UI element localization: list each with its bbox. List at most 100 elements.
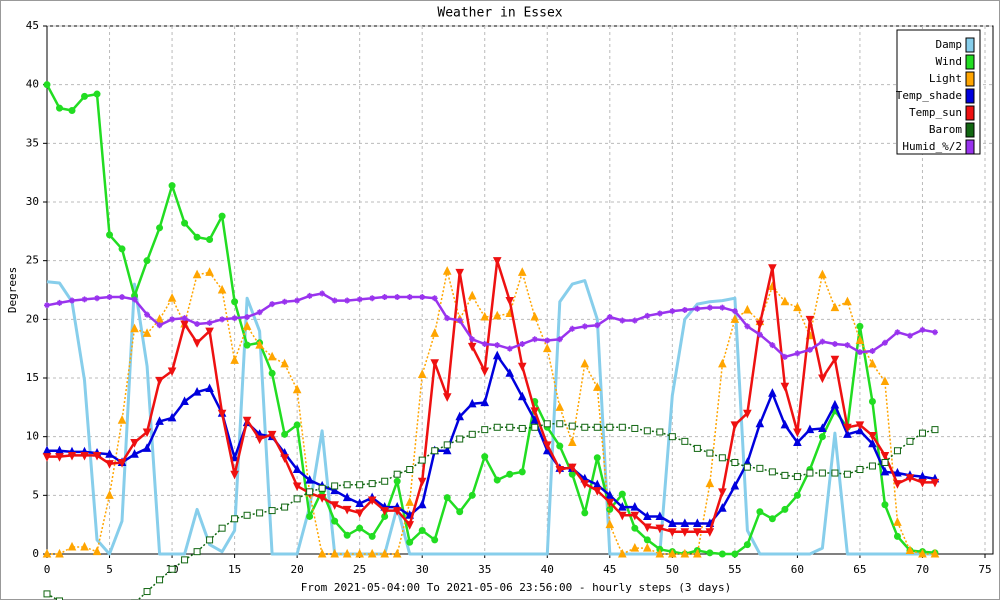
- point: [192, 386, 202, 396]
- point: [630, 543, 640, 552]
- point: [168, 182, 176, 190]
- point: [744, 323, 751, 330]
- point: [56, 299, 63, 306]
- point: [730, 480, 740, 490]
- point: [367, 548, 377, 558]
- point: [569, 325, 576, 332]
- point: [92, 546, 102, 556]
- point: [781, 353, 788, 360]
- point: [918, 478, 927, 488]
- point: [930, 548, 940, 558]
- point: [644, 312, 651, 319]
- point: [705, 478, 715, 488]
- point: [680, 528, 690, 537]
- point: [693, 444, 701, 452]
- point: [443, 494, 451, 502]
- point: [530, 407, 540, 416]
- point: [830, 399, 840, 409]
- point: [619, 317, 626, 324]
- point: [130, 439, 139, 448]
- point: [818, 433, 826, 441]
- point: [730, 314, 740, 323]
- point: [905, 474, 915, 483]
- x-tick-label: 20: [291, 563, 304, 576]
- point: [268, 369, 276, 377]
- x-tick-label: 45: [603, 563, 616, 576]
- point: [467, 342, 477, 352]
- point: [267, 430, 277, 440]
- point: [756, 464, 764, 472]
- point: [255, 340, 264, 349]
- point: [868, 397, 876, 405]
- point: [618, 423, 626, 431]
- point: [344, 297, 351, 304]
- point: [542, 343, 552, 353]
- x-tick-label: 65: [853, 563, 866, 576]
- point: [493, 476, 501, 484]
- point: [780, 419, 790, 429]
- point: [718, 454, 726, 462]
- point: [819, 338, 826, 345]
- point: [718, 550, 726, 558]
- point: [168, 565, 176, 573]
- point: [93, 90, 101, 98]
- point: [893, 532, 901, 540]
- plot-area: [46, 25, 994, 555]
- point: [330, 485, 339, 495]
- point: [280, 454, 289, 463]
- point: [444, 315, 451, 322]
- point: [180, 396, 189, 405]
- point: [719, 304, 726, 311]
- point: [630, 511, 640, 521]
- point: [181, 315, 188, 322]
- point: [631, 317, 638, 324]
- point: [55, 548, 64, 558]
- point: [506, 470, 514, 478]
- point: [793, 302, 802, 312]
- point: [694, 305, 701, 312]
- point: [881, 501, 889, 509]
- legend-swatch: [965, 139, 975, 155]
- point: [881, 458, 889, 466]
- point: [68, 106, 76, 114]
- point: [331, 517, 339, 525]
- point: [317, 548, 327, 558]
- point: [43, 590, 51, 598]
- point: [367, 496, 377, 506]
- point: [818, 423, 827, 432]
- y-tick-label: 10: [26, 430, 39, 443]
- x-tick-label: 35: [478, 563, 491, 576]
- point: [617, 548, 627, 558]
- point: [481, 340, 488, 347]
- point: [293, 421, 301, 429]
- point: [919, 326, 926, 333]
- y-tick-label: 15: [26, 371, 39, 384]
- point: [456, 317, 463, 324]
- point: [855, 425, 865, 435]
- point: [167, 293, 177, 302]
- x-tick-label: 75: [978, 563, 991, 576]
- point: [593, 454, 601, 462]
- point: [567, 437, 577, 447]
- point: [606, 423, 614, 431]
- point: [419, 294, 426, 301]
- x-tick-label: 70: [916, 563, 929, 576]
- point: [442, 266, 452, 275]
- point: [905, 545, 915, 554]
- point: [517, 391, 527, 401]
- point: [330, 548, 339, 558]
- point: [831, 340, 838, 347]
- point: [256, 309, 263, 316]
- point: [918, 429, 926, 437]
- point: [368, 480, 376, 488]
- point: [893, 447, 901, 455]
- point: [405, 521, 415, 530]
- point: [206, 536, 214, 544]
- point: [718, 503, 727, 512]
- point: [731, 308, 738, 315]
- point: [292, 464, 302, 474]
- point: [480, 367, 490, 377]
- point: [217, 284, 227, 294]
- x-tick-label: 60: [791, 563, 804, 576]
- point: [617, 511, 627, 521]
